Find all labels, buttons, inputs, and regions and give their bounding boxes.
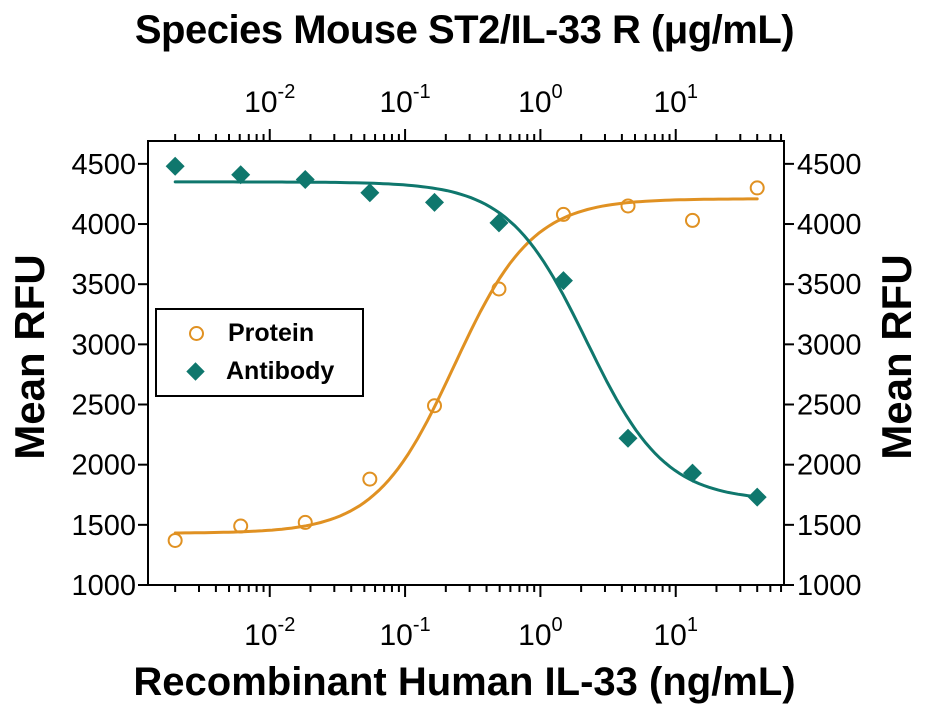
data-point-antibody	[489, 213, 509, 233]
data-point-antibody	[360, 183, 380, 203]
antibody-diamond-icon	[186, 362, 205, 381]
data-point-antibody	[231, 165, 251, 185]
x-tick-label-top: 100	[518, 81, 563, 119]
y-tick-label-left: 1500	[71, 510, 136, 542]
y-tick-label-left: 4000	[71, 209, 136, 241]
y-tick-label-right: 2000	[797, 450, 862, 482]
legend-label-antibody: Antibody	[226, 357, 335, 385]
legend-item-protein: Protein	[157, 319, 362, 348]
x-tick-label-bottom: 100	[518, 614, 563, 652]
y-axis-title-right: Mean RFU	[873, 254, 920, 460]
y-tick-label-left: 3000	[71, 329, 136, 361]
y-tick-label-right: 4500	[797, 149, 862, 181]
y-tick-label-right: 4000	[797, 209, 862, 241]
data-point-protein	[362, 471, 378, 487]
data-point-protein	[233, 518, 249, 534]
x-tick-label-top: 10-2	[244, 81, 295, 119]
y-tick-label-right: 3000	[797, 329, 862, 361]
legend: Protein Antibody	[155, 308, 364, 397]
x-tick-label-bottom: 10-2	[244, 614, 295, 652]
data-point-protein	[167, 532, 183, 548]
data-point-antibody	[295, 170, 315, 190]
data-point-protein	[684, 212, 700, 228]
data-point-protein	[620, 198, 636, 214]
data-point-protein	[297, 514, 313, 530]
y-tick-label-right: 1500	[797, 510, 862, 542]
y-tick-label-left: 3500	[71, 269, 136, 301]
legend-item-antibody: Antibody	[157, 357, 362, 386]
data-point-antibody	[682, 463, 702, 483]
y-tick-label-right: 2500	[797, 390, 862, 422]
data-point-protein	[555, 206, 571, 222]
x-tick-label-bottom: 10-1	[379, 614, 430, 652]
y-tick-label-left: 2000	[71, 450, 136, 482]
chart-title: Species Mouse ST2/IL-33 R (μg/mL)	[134, 8, 795, 52]
protein-open-circle-icon	[189, 326, 204, 341]
x-tick-label-top: 101	[653, 81, 698, 119]
legend-label-protein: Protein	[228, 319, 315, 347]
x-tick-label-top: 10-1	[379, 81, 430, 119]
fit-curve-antibody	[173, 180, 759, 499]
data-point-protein	[491, 281, 507, 297]
y-tick-label-right: 1000	[797, 570, 862, 602]
x-tick-label-bottom: 101	[653, 614, 698, 652]
data-point-protein	[427, 398, 443, 414]
y-tick-label-left: 2500	[71, 390, 136, 422]
y-tick-label-left: 4500	[71, 149, 136, 181]
y-tick-label-right: 3500	[797, 269, 862, 301]
data-point-antibody	[425, 192, 445, 212]
x-axis-title: Recombinant Human IL-33 (ng/mL)	[133, 660, 796, 704]
fit-curve-protein	[173, 197, 759, 535]
data-point-antibody	[165, 156, 185, 176]
y-tick-label-left: 1000	[71, 570, 136, 602]
data-point-protein	[749, 180, 765, 196]
data-point-antibody	[618, 428, 638, 448]
data-point-antibody	[553, 271, 573, 291]
data-point-antibody	[747, 487, 767, 507]
y-axis-title-left: Mean RFU	[6, 254, 53, 460]
